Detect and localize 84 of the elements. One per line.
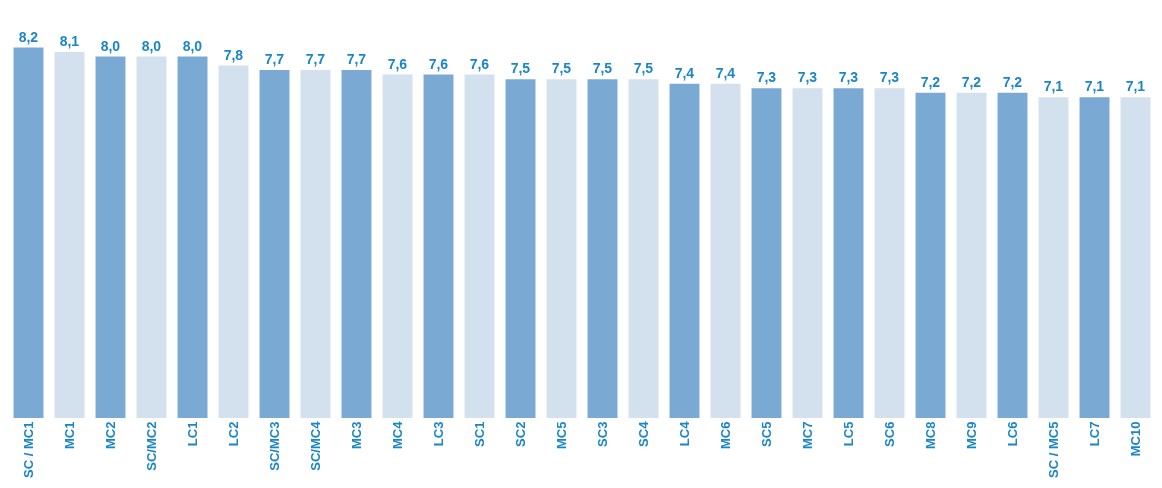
data-label: 7,3 bbox=[879, 69, 900, 86]
data-label: 7,8 bbox=[223, 46, 244, 63]
bar bbox=[710, 83, 741, 418]
x-tick-label: SC / MC5 bbox=[1045, 421, 1061, 478]
x-tick-label: SC2 bbox=[512, 421, 528, 447]
x-tick-label: MC2 bbox=[102, 421, 118, 450]
x-tick-label: SC1 bbox=[471, 421, 487, 447]
x-tick-label: LC4 bbox=[676, 420, 692, 447]
x-tick-label: SC5 bbox=[758, 421, 774, 447]
data-label: 7,7 bbox=[264, 51, 285, 68]
bar bbox=[1079, 97, 1110, 418]
x-tick-label: SC4 bbox=[635, 420, 651, 447]
bar bbox=[628, 79, 659, 418]
bar bbox=[997, 92, 1028, 418]
x-tick-label: MC10 bbox=[1127, 421, 1143, 457]
data-label: 7,1 bbox=[1125, 78, 1146, 95]
data-label: 8,1 bbox=[59, 33, 80, 50]
bar bbox=[915, 92, 946, 418]
x-tick-label: SC6 bbox=[881, 421, 897, 447]
x-tick-label: LC3 bbox=[430, 421, 446, 447]
data-label: 7,5 bbox=[633, 60, 654, 77]
data-label: 8,0 bbox=[141, 37, 162, 54]
data-label: 7,3 bbox=[797, 69, 818, 86]
bar bbox=[382, 74, 413, 418]
data-label: 7,3 bbox=[838, 69, 859, 86]
bar bbox=[956, 92, 987, 418]
data-label: 8,2 bbox=[18, 28, 39, 45]
x-tick-label: MC9 bbox=[963, 421, 979, 450]
bar bbox=[587, 79, 618, 418]
data-label: 7,5 bbox=[592, 60, 613, 77]
data-label: 7,2 bbox=[961, 73, 982, 90]
bar bbox=[464, 74, 495, 418]
bar bbox=[423, 74, 454, 418]
x-tick-label: MC8 bbox=[922, 421, 938, 450]
data-label: 7,2 bbox=[1002, 73, 1023, 90]
bar bbox=[54, 52, 85, 418]
data-label: 7,6 bbox=[469, 55, 490, 72]
x-tick-label: SC / MC1 bbox=[20, 421, 36, 478]
data-label: 7,3 bbox=[756, 69, 777, 86]
x-tick-label: LC1 bbox=[184, 421, 200, 447]
data-label: 8,0 bbox=[100, 37, 121, 54]
x-tick-label: MC4 bbox=[389, 420, 405, 450]
x-tick-label: LC7 bbox=[1086, 421, 1102, 447]
x-tick-label: MC7 bbox=[799, 421, 815, 450]
x-tick-label: LC2 bbox=[225, 421, 241, 447]
data-label: 7,7 bbox=[305, 51, 326, 68]
bar bbox=[95, 56, 126, 418]
data-label: 7,5 bbox=[510, 60, 531, 77]
bar bbox=[751, 88, 782, 418]
x-tick-label: MC1 bbox=[61, 421, 77, 450]
x-tick-label: MC5 bbox=[553, 421, 569, 450]
data-label: 7,2 bbox=[920, 73, 941, 90]
x-tick-label: MC3 bbox=[348, 421, 364, 450]
x-tick-label: SC/MC2 bbox=[143, 421, 159, 471]
data-label: 7,1 bbox=[1084, 78, 1105, 95]
data-label: 7,7 bbox=[346, 51, 367, 68]
x-tick-label: LC5 bbox=[840, 421, 856, 447]
bar bbox=[259, 70, 290, 418]
bar bbox=[177, 56, 208, 418]
bar bbox=[669, 83, 700, 418]
x-tick-label: SC3 bbox=[594, 421, 610, 447]
bar bbox=[546, 79, 577, 418]
data-label: 7,4 bbox=[715, 64, 736, 81]
x-tick-label: SC/MC4 bbox=[307, 420, 323, 471]
data-label: 7,6 bbox=[387, 55, 408, 72]
x-tick-label: LC6 bbox=[1004, 421, 1020, 447]
bar bbox=[136, 56, 167, 418]
data-label: 7,4 bbox=[674, 64, 695, 81]
bar bbox=[218, 65, 249, 418]
bar bbox=[833, 88, 864, 418]
bar bbox=[1038, 97, 1069, 418]
bar bbox=[341, 70, 372, 418]
bar bbox=[13, 47, 44, 418]
data-label: 7,5 bbox=[551, 60, 572, 77]
bar bbox=[300, 70, 331, 418]
x-tick-label: MC6 bbox=[717, 421, 733, 450]
x-tick-label: SC/MC3 bbox=[266, 421, 282, 471]
data-label: 7,1 bbox=[1043, 78, 1064, 95]
data-label: 8,0 bbox=[182, 37, 203, 54]
bar bbox=[1120, 97, 1151, 418]
data-label: 7,6 bbox=[428, 55, 449, 72]
bar bbox=[874, 88, 905, 418]
bar bbox=[505, 79, 536, 418]
bar bbox=[792, 88, 823, 418]
